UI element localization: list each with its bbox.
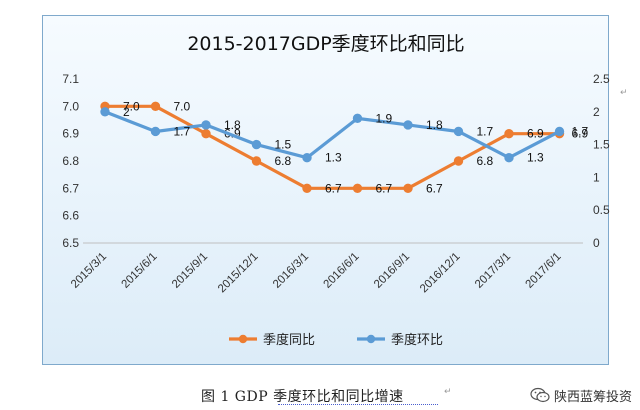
- watermark-text: 陕西蓝筹投资: [553, 389, 632, 405]
- data-label: 1.5: [275, 138, 292, 152]
- data-label: 6.7: [325, 181, 342, 195]
- data-point: [150, 126, 161, 137]
- data-label: 1.8: [224, 118, 241, 132]
- y-left-tick-label: 6.9: [62, 127, 79, 141]
- legend-label: 季度同比: [263, 332, 315, 348]
- data-label: 7.0: [174, 99, 191, 113]
- wechat-icon: [530, 387, 550, 403]
- series-line-2: [104, 110, 561, 160]
- data-label: 1.3: [325, 151, 342, 165]
- x-tick-label: 2017/3/1: [473, 251, 513, 291]
- spellcheck-underline: [278, 404, 438, 405]
- chart-frame: 2015-2017GDP季度环比和同比 6.5 6.6 6.7 6.8 6.9 7.0 7.1…: [42, 15, 610, 365]
- y-left-tick-label: 6.7: [62, 181, 79, 195]
- caption-text: 图 1 GDP 季度环比和同比增速: [201, 389, 404, 405]
- y-left-tick-label: 6.6: [62, 209, 79, 223]
- data-point: [302, 183, 312, 194]
- legend-swatch-marker: [238, 334, 248, 344]
- data-point: [201, 120, 211, 130]
- x-tick-label: 2016/6/1: [321, 251, 361, 291]
- data-point: [453, 156, 464, 166]
- y-right-tick-label: 0.5: [593, 203, 610, 217]
- x-tick-label: 2017/6/1: [523, 251, 563, 291]
- data-label: 1.7: [477, 124, 494, 138]
- y-left-tick-label: 6.8: [62, 154, 79, 168]
- y-left-tick-label: 7.0: [62, 99, 79, 113]
- watermark: 陕西蓝筹投资: [530, 384, 632, 406]
- data-point: [201, 128, 211, 139]
- x-tick-label: 2015/9/1: [170, 251, 210, 291]
- gdp-line-chart: 2015-2017GDP季度环比和同比 6.5 6.6 6.7 6.8 6.9 7.0 7.1…: [62, 33, 610, 348]
- data-point: [251, 139, 262, 150]
- y-right-tick-label: 0: [593, 236, 600, 250]
- data-point: [150, 101, 161, 112]
- data-point: [352, 183, 363, 194]
- series-line-1: [105, 104, 560, 190]
- data-label: 7.0: [123, 99, 140, 113]
- data-label: 6.8: [275, 154, 292, 168]
- legend-swatch-marker: [366, 334, 376, 344]
- data-label: 6.8: [477, 154, 494, 168]
- x-tick-label: 2016/12/1: [418, 251, 463, 296]
- data-point: [554, 126, 565, 137]
- data-point: [251, 156, 262, 166]
- x-tick-label: 2016/3/1: [271, 251, 311, 291]
- data-label: 6.9: [572, 127, 589, 141]
- data-label: 6.7: [376, 181, 393, 195]
- data-label: 1.7: [174, 124, 191, 138]
- data-point: [504, 128, 514, 139]
- y-right-tick-label: 2: [593, 105, 600, 119]
- data-point: [302, 153, 312, 163]
- x-tick-label: 2015/6/1: [119, 251, 159, 291]
- y-right-tick-label: 2.5: [593, 72, 610, 86]
- data-label: 1.3: [527, 151, 544, 165]
- data-point: [100, 107, 110, 117]
- paragraph-mark-icon: ↵: [620, 88, 628, 98]
- data-point: [352, 113, 363, 124]
- paragraph-mark-icon: ↵: [444, 387, 452, 397]
- legend-label: 季度环比: [391, 332, 443, 348]
- data-point: [453, 126, 464, 137]
- data-label: 1.9: [376, 111, 393, 125]
- x-tick-label: 2015/12/1: [216, 251, 261, 296]
- y-right-tick-label: 1.5: [593, 138, 610, 152]
- data-label: 1.8: [426, 118, 443, 132]
- data-label: 6.7: [426, 181, 443, 195]
- y-right-tick-label: 1: [593, 170, 600, 184]
- data-point: [403, 183, 413, 194]
- data-point: [504, 153, 514, 163]
- x-tick-label: 2015/3/1: [69, 251, 109, 291]
- y-left-tick-label: 7.1: [62, 72, 79, 86]
- figure-caption: 图 1 GDP 季度环比和同比增速 ↵: [0, 384, 640, 406]
- chart-title: 2015-2017GDP季度环比和同比: [187, 33, 464, 55]
- data-point: [403, 120, 413, 130]
- data-label: 1.7: [572, 124, 589, 138]
- data-label: 6.9: [527, 127, 544, 141]
- data-label: 2: [123, 105, 130, 119]
- y-left-tick-label: 6.5: [62, 236, 79, 250]
- x-tick-label: 2016/9/1: [372, 251, 412, 291]
